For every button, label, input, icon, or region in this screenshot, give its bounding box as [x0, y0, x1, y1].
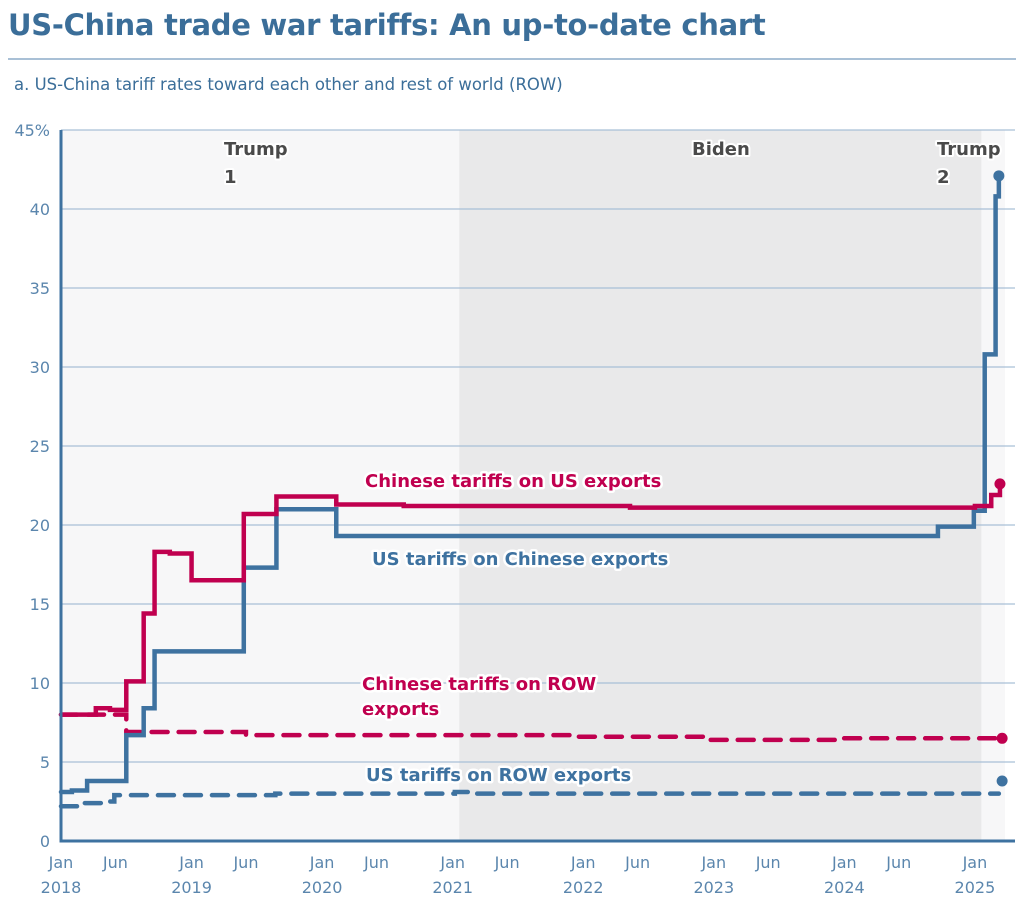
series-line-chinese-tariffs-on-us-exports: [58, 481, 1003, 717]
x-tick-year: 2019: [171, 878, 212, 897]
x-tick-label: Jun: [232, 853, 258, 872]
x-tick-label: Jun: [755, 853, 781, 872]
y-tick-label: 5: [40, 753, 50, 772]
x-tick-label: Jan: [439, 853, 465, 872]
series-labels: Chinese tariffs on US exports US tariffs…: [360, 469, 671, 789]
y-tick-label: 30: [30, 358, 50, 377]
era-shading: [61, 130, 1005, 841]
x-tick-label: Jun: [363, 853, 389, 872]
x-tick-label: Jan: [700, 853, 726, 872]
y-tick-label: 20: [30, 516, 50, 535]
era-label-biden: Biden: [692, 139, 750, 160]
label-us-tariffs-on-row: US tariffs on ROW exports: [366, 765, 631, 786]
x-axis-ticks: Jan 2018 Jun Jan 2019 Jun Jan 2020 Jun Jan 2021 Jun…: [41, 853, 996, 897]
x-tick-year: 2024: [824, 878, 865, 897]
x-tick-label: Jan: [48, 853, 74, 872]
label-chinese-tariffs-on-row-line1: Chinese tariffs on ROW: [362, 674, 596, 695]
x-tick-label: Jun: [102, 853, 128, 872]
x-tick-year: 2018: [41, 878, 82, 897]
gridlines: [61, 129, 1015, 763]
series-end-dot: [996, 732, 1008, 744]
y-tick-label: 25: [30, 437, 50, 456]
x-tick-label: Jan: [570, 853, 596, 872]
era-shade-1: [459, 130, 982, 841]
series-line-chinese-tariffs-on-row-exports: [58, 712, 1005, 743]
chart-title: US-China trade war tariffs: An up-to-dat…: [8, 8, 766, 42]
x-tick-year: 2021: [432, 878, 473, 897]
x-tick-year: 2022: [563, 878, 604, 897]
x-tick-label: Jun: [624, 853, 650, 872]
era-label-trump-2: Trump: [937, 139, 1001, 160]
series-end-dot: [996, 775, 1008, 787]
y-tick-label: 0: [40, 832, 50, 851]
y-tick-label: 15: [30, 595, 50, 614]
x-tick-label: Jun: [885, 853, 911, 872]
label-us-tariffs-on-chinese: US tariffs on Chinese exports: [372, 549, 668, 570]
era-label-trump-1: Trump: [224, 139, 288, 160]
label-chinese-tariffs-on-row-line2: exports: [362, 699, 439, 720]
x-tick-year: 2025: [955, 878, 996, 897]
x-tick-year: 2023: [693, 878, 734, 897]
series-line-us-tariffs-on-chinese-exports: [58, 173, 1002, 795]
x-tick-year: 2020: [302, 878, 343, 897]
y-tick-label: 10: [30, 674, 50, 693]
x-tick-label: Jan: [831, 853, 857, 872]
era-shade-0: [61, 130, 460, 841]
chart-subtitle: a. US-China tariff rates toward each oth…: [14, 75, 563, 94]
series-end-dot: [993, 170, 1005, 182]
x-tick-label: Jan: [178, 853, 204, 872]
y-tick-label: 40: [30, 200, 50, 219]
axes: [59, 130, 1015, 843]
label-chinese-tariffs-on-us: Chinese tariffs on US exports: [365, 471, 661, 492]
title-divider: [8, 58, 1016, 60]
x-tick-label: Jun: [494, 853, 520, 872]
y-tick-label: 45%: [14, 121, 50, 140]
series-lines: [58, 170, 1008, 809]
era-label-number: 2: [937, 167, 950, 188]
series-end-dot: [994, 478, 1006, 490]
y-tick-label: 35: [30, 279, 50, 298]
label-chinese-tariffs-on-row: Chinese tariffs on ROW exports: [362, 674, 603, 720]
era-label-number: 1: [224, 167, 237, 188]
x-tick-label: Jan: [962, 853, 988, 872]
series-line-us-tariffs-on-row-exports: [58, 789, 1002, 809]
x-tick-label: Jan: [309, 853, 335, 872]
y-axis-ticks: 0 5 10 15 20 25 30 35 40 45%: [14, 121, 50, 851]
era-shade-2: [981, 130, 1005, 841]
era-labels: Trump 1 Biden Trump 2: [222, 137, 1003, 190]
